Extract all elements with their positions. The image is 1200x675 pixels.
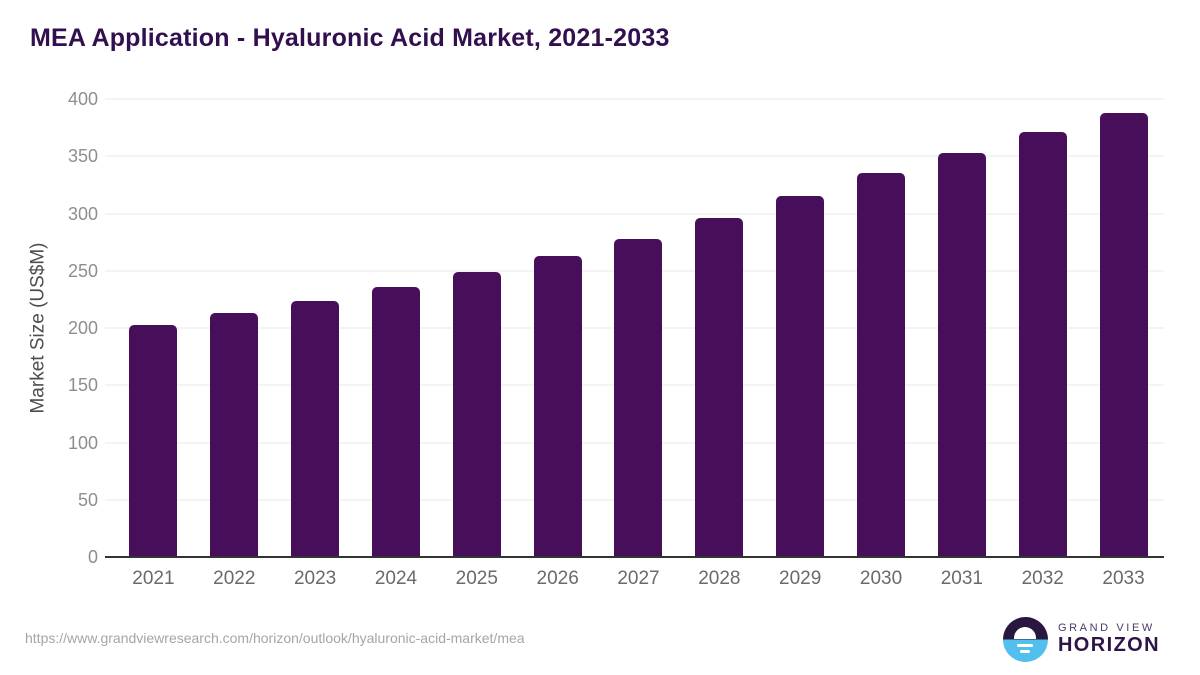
- y-tick-label-250: 250: [67, 260, 98, 281]
- y-tick-label-50: 50: [77, 489, 98, 510]
- x-axis-tick-labels: 2021 2022 2023 2024 2025 2026 2027 2028 2029 2030…: [113, 568, 1164, 590]
- bar-slot-2024: [356, 99, 437, 557]
- x-tick-label-2028: 2028: [698, 568, 741, 589]
- logo-brand-name: GRAND VIEW: [1057, 621, 1155, 634]
- y-tick-label-200: 200: [67, 318, 98, 338]
- y-tick-label-150: 150: [67, 375, 98, 396]
- sun-reflection-line-1: [1017, 644, 1034, 647]
- logo-text: GRAND VIEW HORIZON: [1058, 622, 1160, 658]
- gridline-400: [105, 98, 1164, 100]
- bar-slot-2028: [679, 99, 760, 557]
- x-axis-line: [105, 556, 1164, 558]
- horizon-sun-icon: [1002, 617, 1048, 662]
- bar-slot-2022: [194, 99, 275, 557]
- bar-2025: [452, 271, 501, 557]
- bar-2022: [210, 313, 259, 557]
- grandview-horizon-logo: GRAND VIEW HORIZON: [1002, 617, 1160, 662]
- bar-slot-2031: [921, 99, 1002, 557]
- bar-2024: [371, 286, 420, 557]
- bar-slot-2033: [1083, 99, 1164, 557]
- bar-slot-2023: [275, 99, 356, 557]
- y-axis-title: Market Size (US$M): [28, 242, 49, 414]
- logo-product-name: HORIZON: [1057, 634, 1160, 657]
- x-tick-label-2021: 2021: [132, 568, 175, 589]
- x-tick-label-2023: 2023: [293, 568, 337, 589]
- bar-slot-2027: [598, 99, 679, 557]
- y-tick-label-350: 350: [67, 146, 98, 167]
- chart-title: MEA Application - Hyaluronic Acid Market…: [30, 24, 670, 52]
- y-tick-label-0: 0: [87, 547, 98, 567]
- bar-slot-2029: [760, 99, 841, 557]
- bar-2026: [533, 255, 582, 557]
- y-axis-tick-labels: 0 50 100 150 200 250 300 350 400: [55, 90, 98, 566]
- bar-2033: [1099, 112, 1148, 557]
- bar-slot-2025: [436, 99, 517, 557]
- plot-area: [105, 98, 1164, 558]
- x-tick-label-2029: 2029: [779, 568, 822, 589]
- y-axis: Market Size (US$M): [24, 99, 54, 557]
- bar-series: [113, 99, 1164, 557]
- x-tick-label-2027: 2027: [617, 568, 660, 589]
- x-tick-label-2022: 2022: [213, 568, 256, 589]
- bar-slot-2032: [1002, 99, 1083, 557]
- x-tick-label-2031: 2031: [940, 568, 983, 589]
- gridline-350: [105, 155, 1164, 157]
- x-tick-label-2024: 2024: [374, 568, 418, 589]
- x-tick-label-2025: 2025: [455, 568, 498, 589]
- x-tick-label-2030: 2030: [859, 568, 903, 589]
- x-tick-label-2026: 2026: [536, 568, 579, 589]
- x-tick-label-2033: 2033: [1102, 568, 1145, 589]
- y-tick-label-100: 100: [67, 432, 98, 453]
- bar-2023: [291, 300, 340, 557]
- bar-2029: [776, 196, 825, 557]
- y-tick-label-300: 300: [67, 203, 98, 224]
- bar-2031: [937, 152, 986, 557]
- sun-reflection-line-2: [1020, 650, 1031, 653]
- sun-dome-shape: [1014, 627, 1037, 639]
- y-tick-label-400: 400: [67, 89, 98, 109]
- bar-2028: [695, 218, 744, 557]
- gridline-300: [105, 213, 1164, 214]
- bar-slot-2030: [841, 99, 922, 557]
- x-tick-label-2032: 2032: [1021, 568, 1064, 589]
- bar-2030: [857, 173, 906, 557]
- bar-slot-2026: [517, 99, 598, 557]
- bar-2027: [614, 238, 663, 557]
- bar-2021: [129, 324, 178, 557]
- bar-2032: [1018, 132, 1067, 557]
- bar-slot-2021: [113, 99, 194, 557]
- source-url: https://www.grandviewresearch.com/horizo…: [25, 630, 525, 646]
